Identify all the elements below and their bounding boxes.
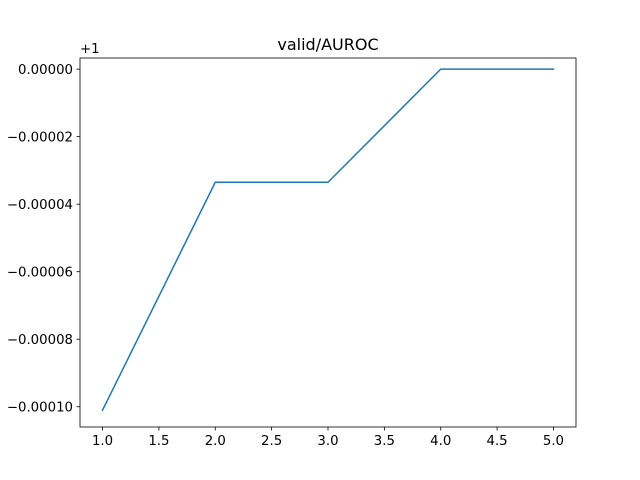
x-tick-label-4: 3.0 xyxy=(317,434,338,449)
y-tick-label-5: 0.00000 xyxy=(18,63,73,78)
x-tick-label-0: 1.0 xyxy=(92,434,113,449)
plot-area: 1.0 1.5 2.0 2.5 3.0 3.5 4.0 4.5 5.0 −0.00010 −0.00… xyxy=(7,57,577,449)
x-tick-label-3: 2.5 xyxy=(261,434,282,449)
x-tick-label-2: 2.0 xyxy=(205,434,226,449)
x-tick-label-7: 4.5 xyxy=(487,434,508,449)
x-tick-label-1: 1.5 xyxy=(148,434,169,449)
y-tick-label-0: −0.00010 xyxy=(7,400,73,415)
x-tick-label-8: 5.0 xyxy=(543,434,564,449)
series-line-0 xyxy=(101,68,555,412)
y-tick-label-1: −0.00008 xyxy=(7,333,73,348)
chart-title: valid/AUROC xyxy=(277,35,378,54)
y-tick-label-3: −0.00004 xyxy=(7,198,73,213)
x-tick-label-6: 4.0 xyxy=(430,434,451,449)
x-tick-label-5: 3.5 xyxy=(374,434,395,449)
y-tick-label-2: −0.00006 xyxy=(7,265,73,280)
y-offset-label: +1 xyxy=(80,42,100,57)
y-tick-label-4: −0.00002 xyxy=(7,130,73,145)
